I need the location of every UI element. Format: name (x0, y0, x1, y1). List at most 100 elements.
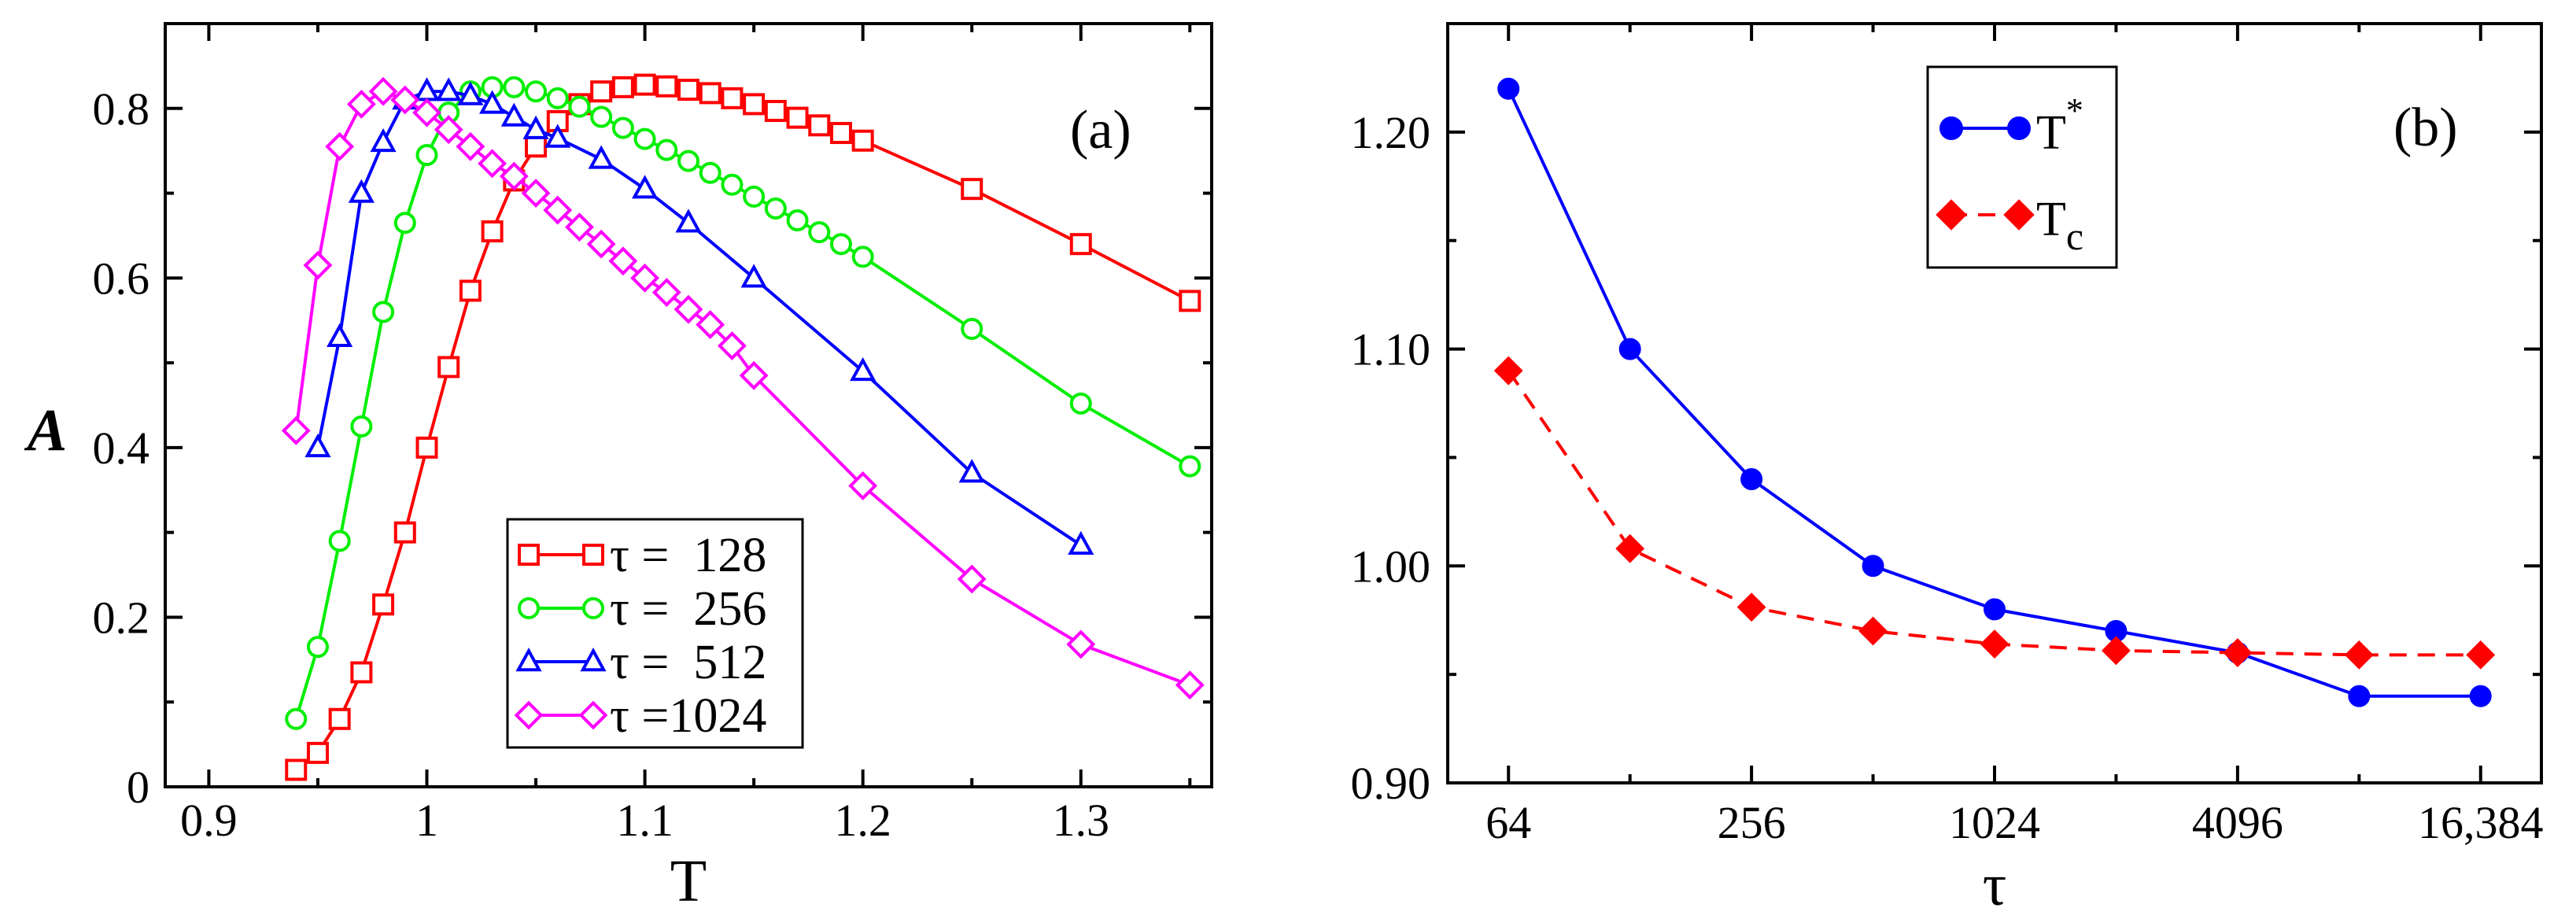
panel-a-x-tick-label: 1.1 (616, 795, 674, 846)
data-point (958, 459, 985, 483)
data-point (851, 245, 874, 268)
data-point (503, 76, 526, 98)
panel-a-y-tick-label: 0.8 (93, 83, 150, 135)
panel-a-label: (a) (1070, 100, 1131, 161)
data-point (721, 173, 744, 196)
legend-label: τ = 512 (610, 636, 766, 689)
data-point (1862, 555, 1884, 578)
legend-marker (1936, 199, 1967, 231)
data-point (786, 209, 809, 232)
data-point (961, 178, 984, 201)
data-point (699, 82, 722, 105)
panel-b-legend-box (1926, 65, 2118, 269)
data-point (590, 105, 613, 128)
panel-a-y-tick-label: 0.4 (93, 423, 150, 474)
data-point (456, 131, 485, 161)
legend-marker (578, 700, 608, 730)
legend-marker (515, 648, 542, 672)
legend-label: τ = 256 (610, 582, 766, 636)
data-point (370, 127, 397, 153)
data-point (479, 90, 506, 114)
data-point (651, 278, 681, 308)
data-point (522, 115, 549, 139)
data-point (590, 80, 613, 103)
panel-a-legend-entry: τ = 128 (518, 529, 766, 582)
data-point (499, 161, 529, 191)
data-point (717, 331, 747, 360)
data-point (350, 415, 373, 437)
legend-subscript: c (2066, 214, 2083, 258)
panel-a-legend-box (506, 518, 804, 749)
data-point (346, 89, 376, 119)
legend-marker (1939, 116, 1963, 140)
data-point (608, 246, 638, 276)
data-point (632, 175, 659, 199)
data-point (1179, 290, 1201, 312)
data-point (306, 741, 329, 764)
legend-marker (2003, 199, 2035, 231)
data-point (303, 250, 333, 280)
data-point (544, 124, 571, 148)
data-point (565, 212, 594, 242)
panel-b-y-tick-label: 1.10 (1351, 324, 1431, 375)
data-point (677, 79, 699, 101)
data-point (808, 114, 831, 137)
panel-a-ticks: 0.9 1 1.1 1.2 1.3 0 0.2 0.4 0.6 0.8 (93, 22, 1212, 846)
data-point (2102, 636, 2131, 666)
data-point (415, 144, 438, 167)
data-point (306, 636, 329, 659)
data-point (372, 593, 395, 616)
data-point (675, 209, 702, 233)
data-point (285, 758, 308, 781)
data-point (696, 310, 725, 340)
panel-b-y-tick-label: 1.20 (1351, 107, 1431, 158)
data-point (350, 661, 373, 684)
data-point (786, 106, 809, 129)
legend-marker (518, 597, 540, 619)
data-point (2466, 640, 2496, 670)
panel-a-x-tick-label: 1.3 (1053, 795, 1110, 846)
data-point (586, 229, 616, 259)
data-point (393, 212, 416, 234)
data-point (285, 707, 308, 730)
data-point (611, 116, 634, 139)
data-point (1736, 592, 1766, 622)
panel-a: 0.9 1 1.1 1.2 1.3 0 0.2 0.4 0.6 0.8 (a) T A τ = 1… (24, 22, 1213, 914)
data-point (957, 564, 987, 594)
panel-b-x-tick-label: 64 (1485, 797, 1531, 848)
data-point (850, 356, 877, 382)
data-point (1069, 392, 1092, 415)
data-point (1066, 629, 1096, 659)
data-point (588, 145, 614, 169)
data-point (328, 707, 351, 730)
data-point (304, 433, 331, 458)
legend-marker (514, 700, 544, 730)
data-point (568, 95, 591, 118)
data-point (2348, 685, 2371, 707)
data-point (633, 127, 656, 150)
data-point (2223, 638, 2253, 667)
data-point (325, 131, 355, 161)
panel-b-series (1493, 77, 2496, 707)
data-point (281, 415, 311, 445)
data-point (1618, 338, 1641, 360)
data-point (481, 220, 504, 243)
panel-b-x-tick-label: 1024 (1949, 797, 2040, 848)
data-point (1497, 77, 1520, 100)
data-point (434, 115, 463, 145)
panel-a-x-tick-label: 1 (415, 795, 438, 846)
panel-b-x-tick-label: 256 (1718, 797, 1786, 848)
data-point (459, 279, 482, 302)
panel-a-legend-entry: τ = 256 (518, 582, 766, 636)
data-point (412, 98, 441, 127)
panel-b-label: (b) (2393, 98, 2458, 158)
panel-a-x-tick-label: 0.9 (180, 795, 238, 846)
legend-marker (518, 544, 540, 566)
legend-marker (582, 544, 604, 566)
panel-b-series-2 (1493, 356, 2496, 670)
panel-a-legend-entry: τ = 512 (515, 636, 766, 689)
data-point (372, 301, 395, 323)
data-point (521, 179, 551, 208)
data-point (546, 87, 569, 109)
